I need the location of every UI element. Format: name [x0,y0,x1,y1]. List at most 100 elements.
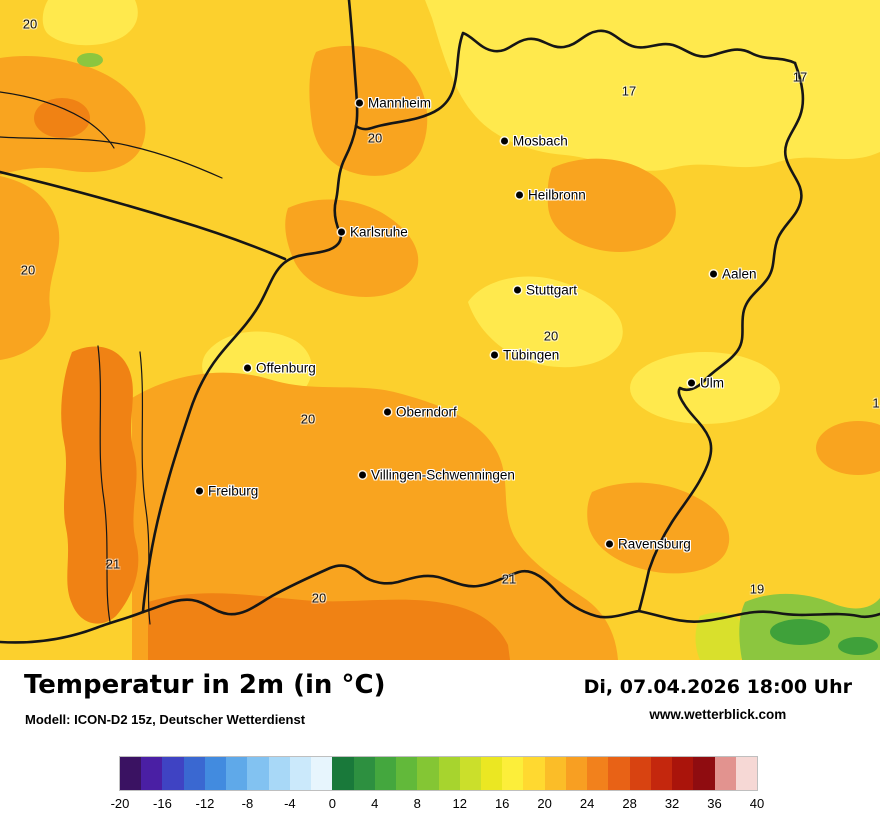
city-marker: Freiburg [196,484,258,499]
city-dot-icon [501,137,508,145]
fill-region-yellow-green [695,612,748,660]
temperature-value-label: 1 [872,395,880,411]
colorbar-segment [374,757,397,790]
colorbar-segment [693,757,715,790]
fill-region-green [77,53,103,67]
valid-datetime: Di, 07.04.2026 18:00 Uhr [583,676,852,698]
city-dot-icon [514,286,521,294]
colorbar-segment [587,757,609,790]
city-label: Oberndorf [396,404,457,420]
fill-region-dark-green [838,637,878,655]
fill-region-orange [547,158,676,252]
city-marker: Stuttgart [514,283,577,298]
colorbar-segment [311,757,333,790]
city-dot-icon [606,540,613,548]
city-marker: Karlsruhe [338,225,408,240]
city-marker: Ulm [688,376,724,391]
map-border-lines [0,0,880,644]
colorbar-tick-label: 36 [707,796,722,811]
city-marker: Oberndorf [384,405,457,420]
page-title: Temperatur in 2m (in °C) [24,670,386,700]
colorbar-tick-label: -12 [195,796,215,811]
website-url: www.wetterblick.com [649,707,787,722]
city-label: Stuttgart [526,282,578,298]
fill-region-dark-orange [148,593,510,660]
fill-region-pale [42,0,138,46]
colorbar-segment [226,757,248,790]
colorbar-segment [459,757,481,790]
temp-label-layer: 20 17 17 20 20 20 20 1 21 21 20 19 [20,17,880,606]
city-label: Ravensburg [618,536,691,552]
colorbar-ticks: -20 -16 -12 -8 -4 0 4 8 12 16 20 24 28 32 36 40 [111,796,765,812]
colorbar-tick-label: -4 [284,796,296,811]
boundary-line-thin [0,136,223,179]
city-marker: Aalen [710,267,757,282]
fill-region-orange [0,176,60,360]
colorbar-segment [162,757,184,790]
model-info: Modell: ICON-D2 15z, Deutscher Wetterdie… [25,712,306,727]
city-dot-icon [196,487,203,495]
city-dot-icon [338,228,345,236]
colorbar-tick-label: 12 [452,796,467,811]
temperature-value-label: 20 [543,328,559,344]
boundary-line-thin [139,351,151,625]
colorbar-segment [120,757,142,790]
colorbar-tick-label: 40 [749,796,765,811]
city-dot-icon [688,379,695,387]
fill-region-orange [132,372,618,660]
temperature-value-label: 21 [105,556,121,572]
boundary-line-thin [0,91,115,149]
colorbar-tick-label: 8 [413,796,421,811]
legend-panel: Temperatur in 2m (in °C) Modell: ICON-D2… [0,660,880,830]
temperature-value-label: 20 [311,590,327,606]
colorbar-segment [353,757,375,790]
city-label: Heilbronn [528,187,586,203]
colorbar-tick-label: -16 [153,796,172,811]
city-dot-icon [356,99,363,107]
fill-region-orange [816,421,880,475]
city-marker: Mannheim [356,96,431,111]
border-line-diagonal-northwest [0,170,287,261]
city-marker: Ravensburg [606,537,691,552]
city-label: Mannheim [368,95,432,111]
colorbar-segment [502,757,524,790]
colorbar-tick-label: 4 [371,796,379,811]
city-dot-icon [491,351,498,359]
fill-region-pale [630,352,780,424]
colorbar-segment [289,757,312,790]
city-label: Mosbach [513,133,568,149]
colorbar-tick-label: 0 [328,796,336,811]
city-dot-icon [359,471,366,479]
colorbar-segment [480,757,503,790]
fill-region-dark-green [770,619,830,645]
fill-region-pale [468,276,623,368]
temperature-value-label: 19 [749,581,765,597]
colorbar [119,756,758,791]
city-label: Villingen-Schwenningen [371,467,515,483]
fill-region-orange [285,199,419,297]
city-label: Ulm [700,375,724,391]
temperature-value-label: 20 [300,411,316,427]
temperature-value-label: 20 [20,262,36,278]
colorbar-segment [247,757,269,790]
fill-region-orange [587,482,730,574]
colorbar-tick-label: 28 [622,796,637,811]
border-line-east [637,61,805,613]
city-dot-icon [244,364,251,372]
city-dot-icon [516,191,523,199]
colorbar-segment [204,757,227,790]
border-line-southwest [0,610,145,644]
colorbar-segment [714,757,736,790]
boundary-line-thin [97,345,111,623]
colorbar-segment [268,757,290,790]
map-fill-regions [0,0,880,660]
colorbar-segment [735,757,758,790]
fill-region-orange [309,45,428,176]
fill-region-dark-orange [61,346,139,624]
colorbar-segment [608,757,630,790]
fill-region-dark-orange [34,98,90,138]
colorbar-segment [629,757,651,790]
city-marker: Tübingen [491,348,559,363]
colorbar-tick-label: 24 [579,796,595,811]
